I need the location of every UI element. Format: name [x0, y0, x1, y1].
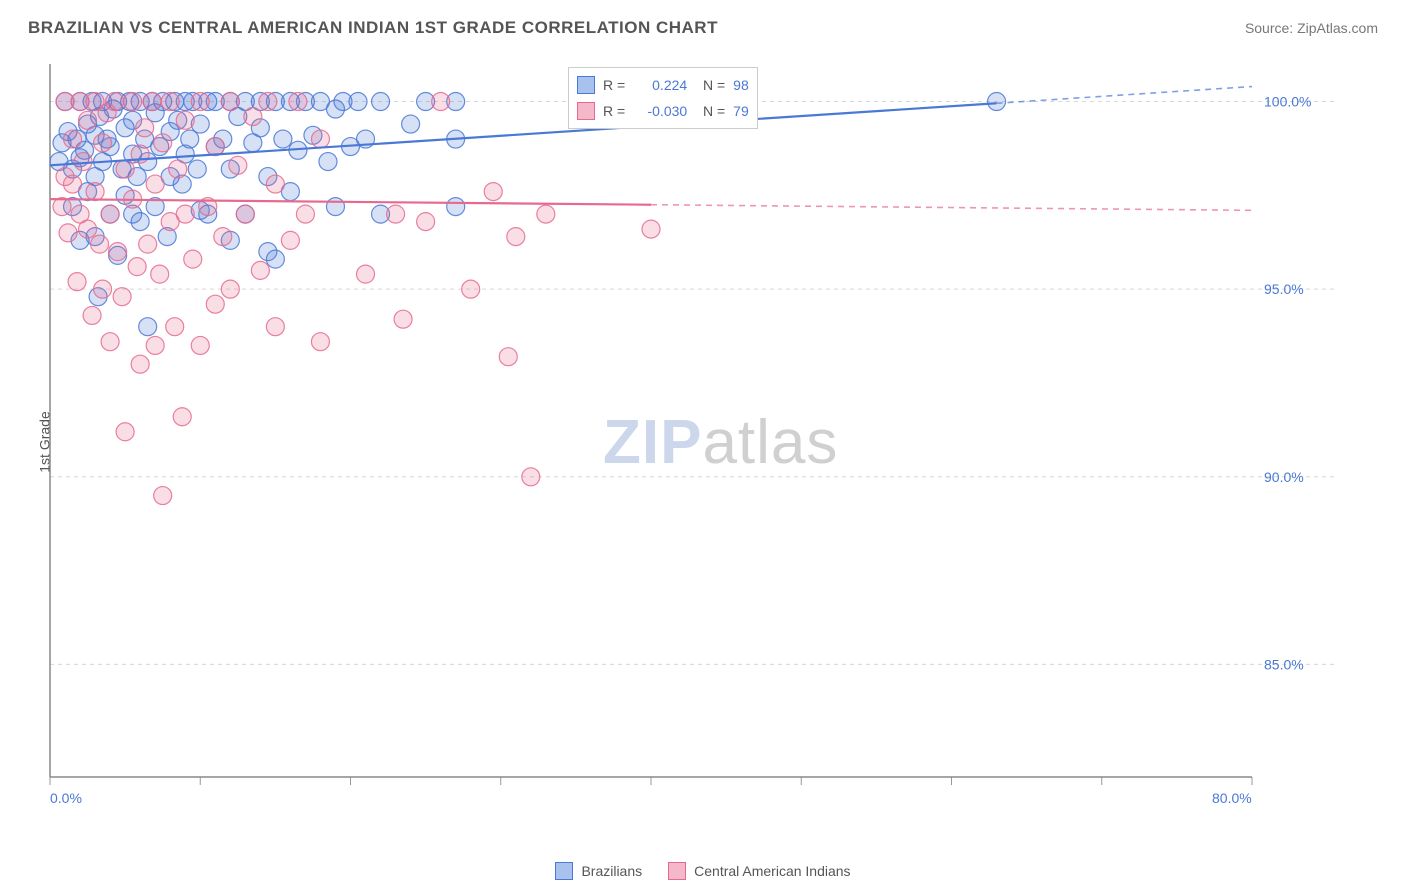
r-value-brazilians: 0.224: [633, 77, 687, 93]
series-central_american_indians: [53, 93, 660, 505]
legend-item-central_american_indians: Central American Indians: [668, 862, 850, 880]
n-value-brazilians: 98: [733, 77, 749, 93]
legend-swatch-central_american_indians: [668, 862, 686, 880]
correlation-legend-box: R = 0.224 N = 98 R = -0.030 N = 79: [568, 67, 758, 129]
swatch-central_american_indians: [577, 102, 595, 120]
legend-swatch-brazilians: [555, 862, 573, 880]
bottom-legend: Brazilians Central American Indians: [0, 862, 1406, 880]
trend-dashed-central_american_indians: [651, 205, 1252, 211]
swatch-brazilians: [577, 76, 595, 94]
scatter-plot-svg: 85.0% 90.0% 95.0% 100.0% 0.0% 80.0%: [48, 62, 1338, 807]
n-label: N =: [695, 77, 725, 93]
n-value-central_american_indians: 79: [733, 103, 749, 119]
corr-row-brazilians: R = 0.224 N = 98: [577, 72, 749, 98]
source-label: Source: ZipAtlas.com: [1245, 20, 1378, 36]
legend-label-central_american_indians: Central American Indians: [694, 863, 850, 879]
n-label: N =: [695, 103, 725, 119]
legend-label-brazilians: Brazilians: [581, 863, 642, 879]
plot-container: 1st Grade 85.0%90.0%95.0%100.0%0.0%80.0%…: [48, 62, 1348, 822]
corr-row-central_american_indians: R = -0.030 N = 79: [577, 98, 749, 124]
r-label: R =: [603, 103, 625, 119]
trend-dashed-brazilians: [997, 87, 1252, 104]
r-label: R =: [603, 77, 625, 93]
r-value-central_american_indians: -0.030: [633, 103, 687, 119]
ytick-label: 100.0%: [1264, 94, 1311, 110]
xtick-label: 80.0%: [1212, 790, 1252, 806]
ytick-label: 85.0%: [1264, 656, 1304, 672]
ytick-label: 95.0%: [1264, 281, 1304, 297]
legend-item-brazilians: Brazilians: [555, 862, 642, 880]
chart-title: BRAZILIAN VS CENTRAL AMERICAN INDIAN 1ST…: [28, 18, 718, 38]
ytick-label: 90.0%: [1264, 469, 1304, 485]
xtick-label: 0.0%: [50, 790, 82, 806]
